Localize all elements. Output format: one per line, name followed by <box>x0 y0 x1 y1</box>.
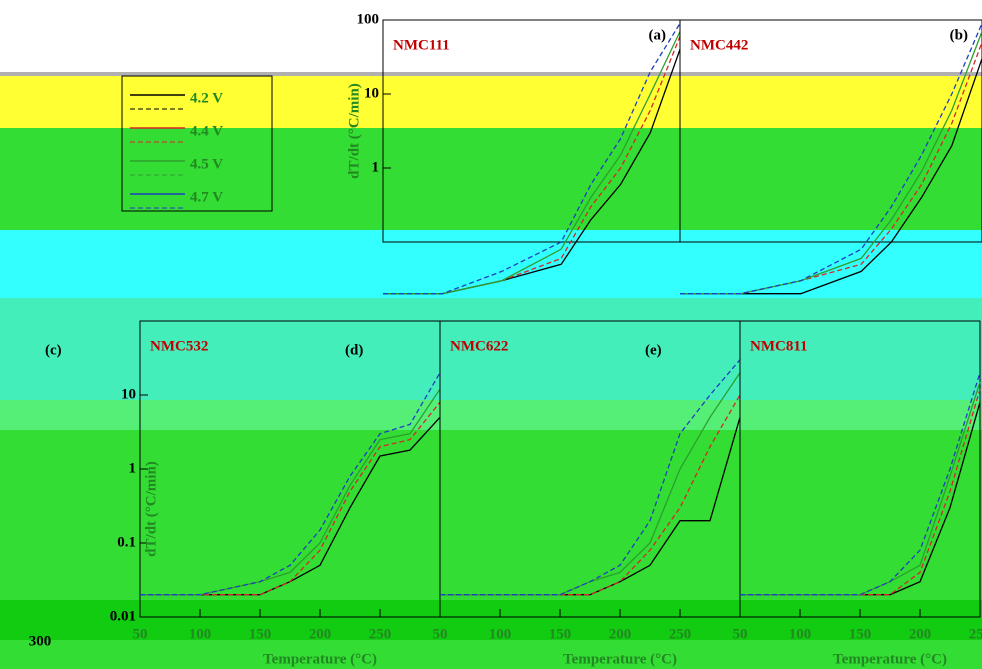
x-tick-label: 150 <box>549 626 572 642</box>
stray-label: 300 <box>29 633 52 649</box>
x-tick-label: 250 <box>669 626 692 642</box>
legend-label: 4.7 V <box>190 189 223 205</box>
band <box>0 0 982 72</box>
x-tick-label: 200 <box>609 626 632 642</box>
x-tick-label: 150 <box>849 626 872 642</box>
x-tick-label: 100 <box>189 626 212 642</box>
x-axis-label: Temperature (°C) <box>833 651 947 667</box>
x-tick-label: 150 <box>249 626 272 642</box>
x-tick-label: 200 <box>909 626 932 642</box>
panel-label: (b) <box>950 27 968 43</box>
x-tick-label: 100 <box>489 626 512 642</box>
x-tick-label: 200 <box>309 626 332 642</box>
chart: 300 1 10 100 NMC111 (a) dT/dt (°C/min) NMC442 (… <box>0 0 982 669</box>
x-tick-label: 50 <box>133 626 148 642</box>
legend-label: 4.5 V <box>190 156 223 172</box>
panel-title: NMC442 <box>690 37 748 53</box>
band <box>0 400 982 430</box>
panel-title: NMC811 <box>750 338 808 354</box>
x-tick-label: 50 <box>733 626 748 642</box>
panel-title: NMC532 <box>150 338 208 354</box>
band <box>0 128 982 230</box>
y-tick-label: 1 <box>129 460 137 476</box>
x-axis-label: Temperature (°C) <box>263 651 377 667</box>
x-axis-label: Temperature (°C) <box>563 651 677 667</box>
y-tick-label: 10 <box>364 85 379 101</box>
y-tick-label: 100 <box>357 11 380 27</box>
x-tick-label: 250 <box>369 626 392 642</box>
panel-label: (e) <box>645 342 662 358</box>
legend-label: 4.2 V <box>190 90 223 106</box>
panel-title: NMC622 <box>450 338 508 354</box>
x-tick-label: 250 <box>969 626 982 642</box>
y-axis-label: dT/dt (°C/min) <box>143 461 159 557</box>
panel-label: (c) <box>45 342 62 358</box>
y-tick-label: 0.1 <box>117 534 136 550</box>
x-tick-label: 50 <box>433 626 448 642</box>
y-tick-label: 10 <box>121 386 136 402</box>
y-tick-label: 0.01 <box>110 608 136 624</box>
y-axis-label: dT/dt (°C/min) <box>346 83 362 179</box>
legend-label: 4.4 V <box>190 123 223 139</box>
y-tick-label: 1 <box>372 159 380 175</box>
band <box>0 230 982 298</box>
panel-title: NMC111 <box>393 37 450 53</box>
panel-label: (a) <box>649 27 667 43</box>
band <box>0 76 982 128</box>
panel-label: (d) <box>345 342 363 358</box>
x-tick-label: 100 <box>789 626 812 642</box>
band <box>0 72 982 76</box>
